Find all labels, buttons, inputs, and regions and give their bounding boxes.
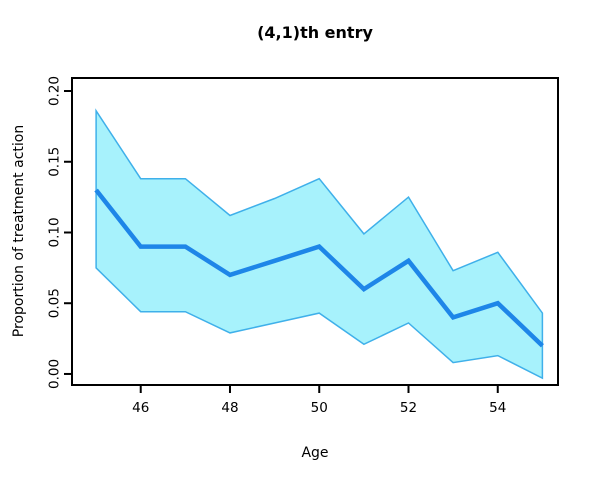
y-tick-label: 0.20 [47, 76, 63, 106]
y-tick-label: 0.00 [47, 359, 63, 389]
y-tick-label: 0.05 [47, 288, 63, 318]
x-tick-label: 52 [400, 400, 417, 416]
x-tick-label: 48 [221, 400, 238, 416]
chart-title: (4,1)th entry [257, 23, 373, 42]
x-tick-label: 54 [489, 400, 506, 416]
x-tick-label: 46 [132, 400, 149, 416]
plot-box [71, 77, 559, 386]
y-tick-label: 0.15 [47, 147, 63, 177]
x-axis-label: Age [301, 445, 329, 461]
x-tick-label: 50 [311, 400, 328, 416]
y-tick-label: 0.10 [47, 217, 63, 247]
mean-line [94, 188, 544, 348]
